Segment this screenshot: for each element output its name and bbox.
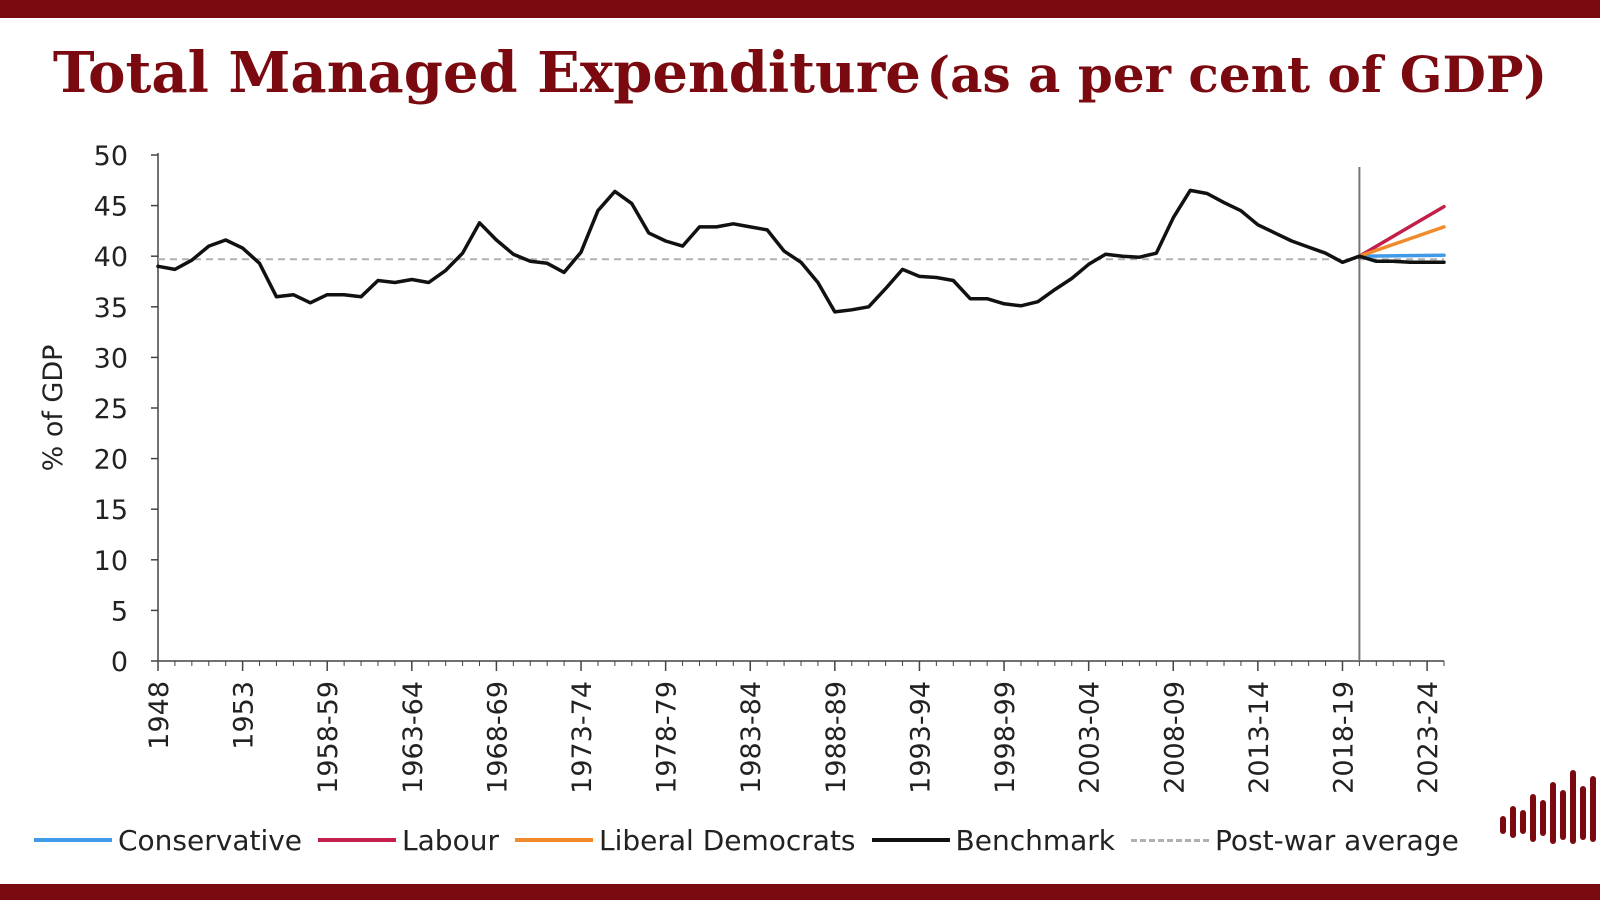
- y-tick-label: 50: [94, 141, 128, 172]
- series-conservative-line: [1357, 253, 1446, 258]
- series-labour-line: [1357, 204, 1446, 258]
- y-tick-label: 35: [94, 293, 128, 324]
- bottom-brand-band: [0, 884, 1600, 900]
- x-tick-label: 1948: [144, 681, 175, 750]
- chart-title: Total Managed Expenditure (as a per cent…: [0, 40, 1600, 106]
- y-tick-label: 0: [111, 647, 128, 678]
- legend-swatch-liberal-democrats: [514, 838, 593, 842]
- x-tick-label: 1973-74: [567, 681, 598, 794]
- x-tick-label: 1998-99: [990, 681, 1021, 794]
- x-tick-label: 1953: [229, 681, 260, 750]
- legend-item-conservative: Conservative: [34, 824, 302, 857]
- legend-swatch-conservative: [34, 838, 112, 842]
- series-benchmark-line: [156, 188, 1446, 314]
- y-tick-label: 45: [94, 192, 128, 223]
- y-tick-label: 20: [94, 445, 128, 476]
- x-tick-label: 1983-84: [736, 681, 767, 794]
- series-liberal-democrats-line: [1357, 225, 1446, 258]
- legend-swatch-labour: [318, 838, 397, 842]
- x-tick-label: 1993-94: [905, 681, 936, 794]
- y-tick-label: 40: [94, 242, 128, 273]
- y-tick-label: 25: [94, 394, 128, 425]
- legend-item-liberal-democrats: Liberal Democrats: [514, 823, 856, 857]
- y-tick-label: 10: [94, 546, 128, 577]
- x-tick-label: 1963-64: [398, 681, 429, 794]
- x-tick-label: 2018-19: [1328, 681, 1359, 794]
- chart-title-main: Total Managed Expenditure: [52, 40, 921, 106]
- bar-waveform-logo-icon: [1500, 770, 1596, 844]
- y-tick-label: 30: [94, 343, 128, 374]
- expenditure-line-chart: 0 5 10 15 20 25 30 35 40 45 50 % of GDP 1948 1953 1958…: [38, 141, 1446, 794]
- legend-label-conservative: Conservative: [118, 823, 303, 857]
- x-tick-label: 1988-89: [821, 681, 852, 794]
- legend-item-post-war-average: Post-war average: [1131, 824, 1459, 857]
- x-tick-label: 1978-79: [652, 681, 683, 794]
- x-tick-label: 1968-69: [482, 681, 513, 794]
- legend-swatch-benchmark: [871, 838, 950, 842]
- legend-label-liberal-democrats: Liberal Democrats: [598, 823, 856, 857]
- x-tick-label: 2003-04: [1075, 681, 1106, 794]
- x-tick-label: 2008-09: [1159, 681, 1190, 794]
- chart-legend: Conservative Labour Liberal Democrats Be…: [34, 822, 1475, 858]
- legend-item-benchmark: Benchmark: [871, 823, 1116, 857]
- legend-label-post-war-average: Post-war average: [1215, 823, 1459, 857]
- legend-label-labour: Labour: [402, 823, 499, 857]
- legend-label-benchmark: Benchmark: [955, 823, 1116, 857]
- y-axis-label: % of GDP: [38, 345, 69, 472]
- top-brand-band: [0, 0, 1600, 18]
- y-tick-label: 5: [111, 596, 128, 627]
- legend-swatch-post-war-average: [1131, 838, 1210, 842]
- y-tick-label: 15: [94, 495, 128, 526]
- legend-item-labour: Labour: [318, 824, 499, 857]
- x-tick-label: 2023-24: [1413, 681, 1444, 794]
- x-tick-label: 2013-14: [1244, 681, 1275, 794]
- chart-title-sub: (as a per cent of GDP): [926, 45, 1548, 104]
- x-tick-label: 1958-59: [313, 681, 344, 794]
